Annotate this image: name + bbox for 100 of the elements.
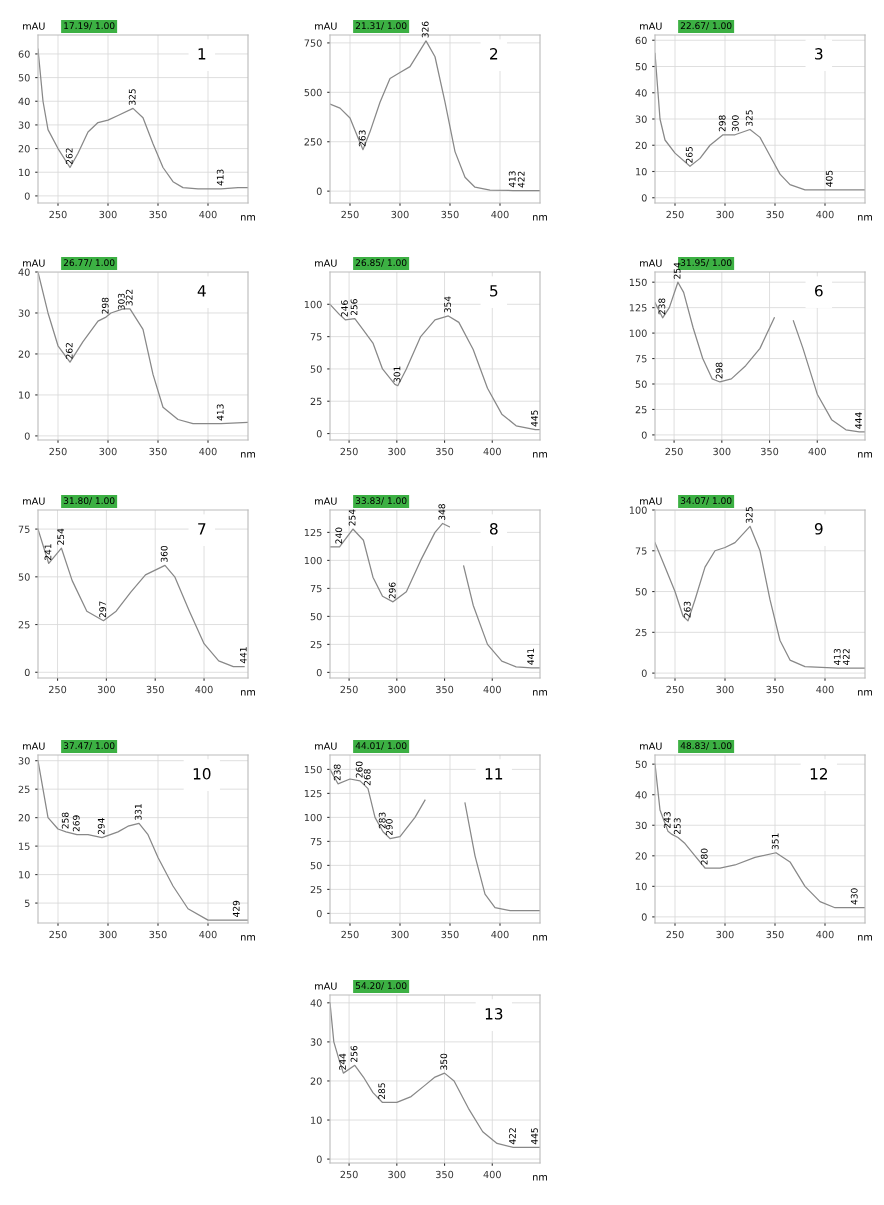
y-tick-label: 150 [629,278,647,287]
y-axis-title: mAU [315,22,337,30]
y-tick-label: 40 [635,791,647,799]
x-tick-label: 250 [49,930,67,939]
y-axis-title: mAU [23,742,45,750]
line-series [655,525,865,669]
annotation: 254 [348,509,356,526]
y-tick-label: 40 [18,268,30,276]
y-tick-label: 60 [18,50,30,58]
x-axis-title: nm [533,452,547,458]
text: 31.95/ 1.00 [680,259,732,267]
text: 4 [197,285,206,297]
y-tick-label: 0 [316,430,322,438]
annotation: 413 [216,404,224,421]
annotation: 430 [850,888,858,905]
y-tick-label: 25 [635,628,647,637]
annotation: 413 [508,171,516,188]
annotation: 413 [833,648,841,665]
y-tick-label: 100 [304,300,322,309]
x-tick-label: 350 [436,1170,454,1179]
text: 17.19/ 1.00 [64,22,115,30]
y-tick-label: 750 [304,39,322,47]
x-tick-label: 250 [340,447,358,456]
annotation: 240 [335,527,343,544]
annotation: 441 [527,648,534,665]
y-tick-label: 50 [310,612,322,621]
annotation: 294 [97,818,105,835]
y-tick-label: 20 [635,141,647,150]
annotation: 263 [358,130,366,147]
x-tick-label: 250 [666,930,684,939]
annotation: 301 [393,366,401,383]
y-tick-label: 20 [18,350,30,358]
text: 5 [490,285,498,297]
text: 26.85/ 1.00 [355,259,407,267]
annotation: 260 [355,761,363,778]
text: 1 [198,48,206,60]
x-tick-label: 300 [391,210,409,219]
annotation: 265 [685,147,693,163]
annotation: 298 [715,362,723,379]
text: 31.80/ 1.00 [63,497,115,505]
text: 54.20/ 1.00 [355,982,407,990]
x-axis-title: nm [533,935,547,941]
annotation: 350 [440,1053,448,1070]
x-tick-label: 350 [149,447,167,456]
x-axis-title: nm [241,215,255,221]
y-tick-label: 0 [641,913,647,921]
annotation: 348 [438,504,446,520]
x-tick-label: 250 [48,685,67,694]
annotation: 325 [128,89,136,105]
y-tick-label: 75 [635,355,647,363]
annotation: 354 [444,296,451,313]
x-tick-label: 300 [388,685,406,694]
x-tick-label: 300 [97,685,115,694]
y-tick-label: 20 [18,145,30,153]
x-tick-label: 300 [99,930,117,939]
x-tick-label: 400 [816,930,834,939]
text: 8 [489,523,498,535]
annotation: 241 [44,544,52,561]
annotation: 254 [57,528,65,545]
y-tick-label: 30 [18,121,30,129]
annotation: 246 [341,300,348,317]
y-tick-label: 10 [311,1116,322,1124]
y-tick-label: 25 [635,405,647,414]
x-tick-label: 300 [99,447,117,456]
x-tick-label: 350 [766,930,784,939]
annotation: 300 [731,115,739,132]
y-tick-label: 40 [635,89,647,97]
x-tick-label: 300 [391,930,409,939]
x-tick-label: 350 [436,447,454,456]
x-tick-label: 250 [49,447,67,456]
x-tick-label: 300 [716,930,734,939]
y-tick-label: 50 [635,62,647,71]
x-tick-label: 350 [441,210,459,219]
annotation: 298 [101,297,109,314]
annotation: 445 [531,410,538,427]
x-tick-label: 400 [808,447,826,456]
x-tick-label: 400 [483,685,501,694]
y-tick-label: 25 [310,885,322,894]
annotation: 262 [65,343,73,359]
x-tick-label: 300 [716,210,734,219]
annotation: 280 [700,848,708,865]
y-tick-label: 40 [18,97,30,106]
x-axis-title: nm [533,690,547,696]
y-axis-title: mAU [315,982,337,990]
y-tick-label: 50 [310,861,322,870]
x-axis-title: nm [858,935,872,941]
x-tick-label: 350 [149,930,167,939]
text: 44.01/ 1.00 [355,742,407,750]
text: 33.83/ 1.00 [355,497,407,505]
y-tick-label: 25 [310,640,322,649]
x-tick-label: 300 [716,685,734,694]
x-tick-label: 250 [665,447,683,456]
x-tick-label: 250 [340,1170,358,1179]
y-tick-label: 125 [304,789,322,798]
annotation: 405 [825,170,833,187]
annotation: 238 [333,764,341,781]
y-tick-label: 0 [24,192,30,200]
x-tick-label: 250 [341,210,359,219]
y-tick-label: 50 [635,380,647,388]
y-axis-title: mAU [640,497,662,505]
